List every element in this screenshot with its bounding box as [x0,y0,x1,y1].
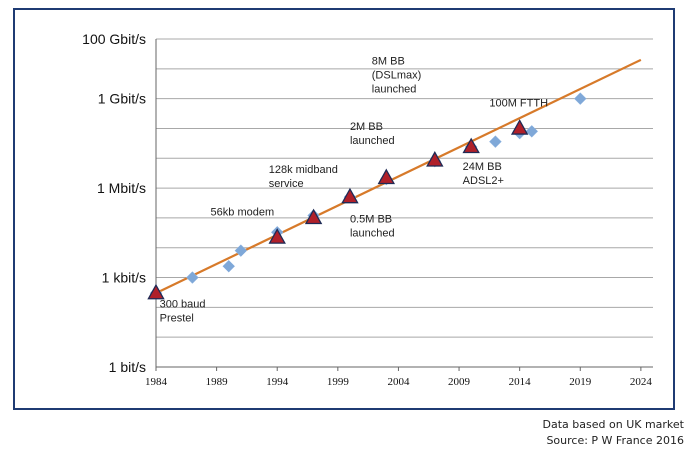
annotation-line: Prestel [160,312,194,324]
x-tick-label: 2014 [509,376,532,388]
annotation-label: 0.5M BB launched [350,214,395,240]
annotation-line: ADSL2+ [463,175,504,187]
annotation-line: 100M FTTH [489,97,548,109]
annotation-label: 128k midband service [269,164,338,190]
trend-line [155,58,642,295]
x-tick-label: 1999 [327,376,350,388]
y-tick-label: 100 Gbit/s [82,31,146,47]
x-tick-label: 2019 [569,376,592,388]
triangle-point [462,137,480,154]
triangle-point [377,168,396,185]
x-tick-label: 1984 [145,376,168,388]
diamond-point [573,92,587,105]
annotation-label: 24M BB ADSL2+ [463,161,504,187]
chart-frame: 1 bit/s 1 kbit/s 1 Mbit/s 1 Gbit/s 100 Gbit/… [13,8,675,410]
triangle-point [304,208,323,225]
triangle-point [510,119,529,135]
annotation-label: 2M BB launched [350,121,395,147]
annotation-line: 300 baud [160,298,206,310]
x-tick-label: 1989 [206,376,229,388]
annotation-label: 8M BB (DSLmax) launched [372,55,422,95]
diamond-point [489,135,502,149]
annotation-label: 100M FTTH [489,97,548,109]
annotation-line: 24M BB [463,161,502,173]
diamond-point [525,124,539,138]
chart-plot: 1 bit/s 1 kbit/s 1 Mbit/s 1 Gbit/s 100 Gbit/… [82,31,653,388]
annotation-line: 128k midband [269,164,338,176]
y-tick-label: 1 Gbit/s [98,91,146,107]
triangle-point [341,187,359,204]
annotation-line: 0.5M BB [350,214,392,226]
x-tick-label: 1994 [266,376,289,388]
source-note: Source: P W France 2016 [546,434,684,447]
annotation-line: launched [350,228,395,240]
triangle-point [147,283,165,300]
annotation-line: 56kb modem [211,207,275,219]
diamond-point [186,271,199,284]
annotation-line: launched [372,83,417,95]
y-tick-label: 1 bit/s [109,359,146,375]
triangle-point [426,151,444,167]
annotation-label: 300 baud Prestel [160,298,206,324]
y-tick-label: 1 kbit/s [102,270,146,286]
y-tick-label: 1 Mbit/s [97,180,146,196]
x-tick-label: 2009 [448,376,471,388]
annotation-line: 8M BB [372,55,405,67]
annotation-label: 56kb modem [211,207,275,219]
triangle-point [268,228,286,244]
data-note: Data based on UK market [542,418,684,431]
x-tick-label: 2004 [387,376,410,388]
diamond-point [222,259,236,273]
diamond-point [234,244,248,257]
annotation-line: 2M BB [350,121,383,133]
x-tick-label: 2024 [630,376,653,388]
annotation-line: service [269,178,304,190]
annotation-line: (DSLmax) [372,69,422,81]
annotation-line: launched [350,135,395,147]
